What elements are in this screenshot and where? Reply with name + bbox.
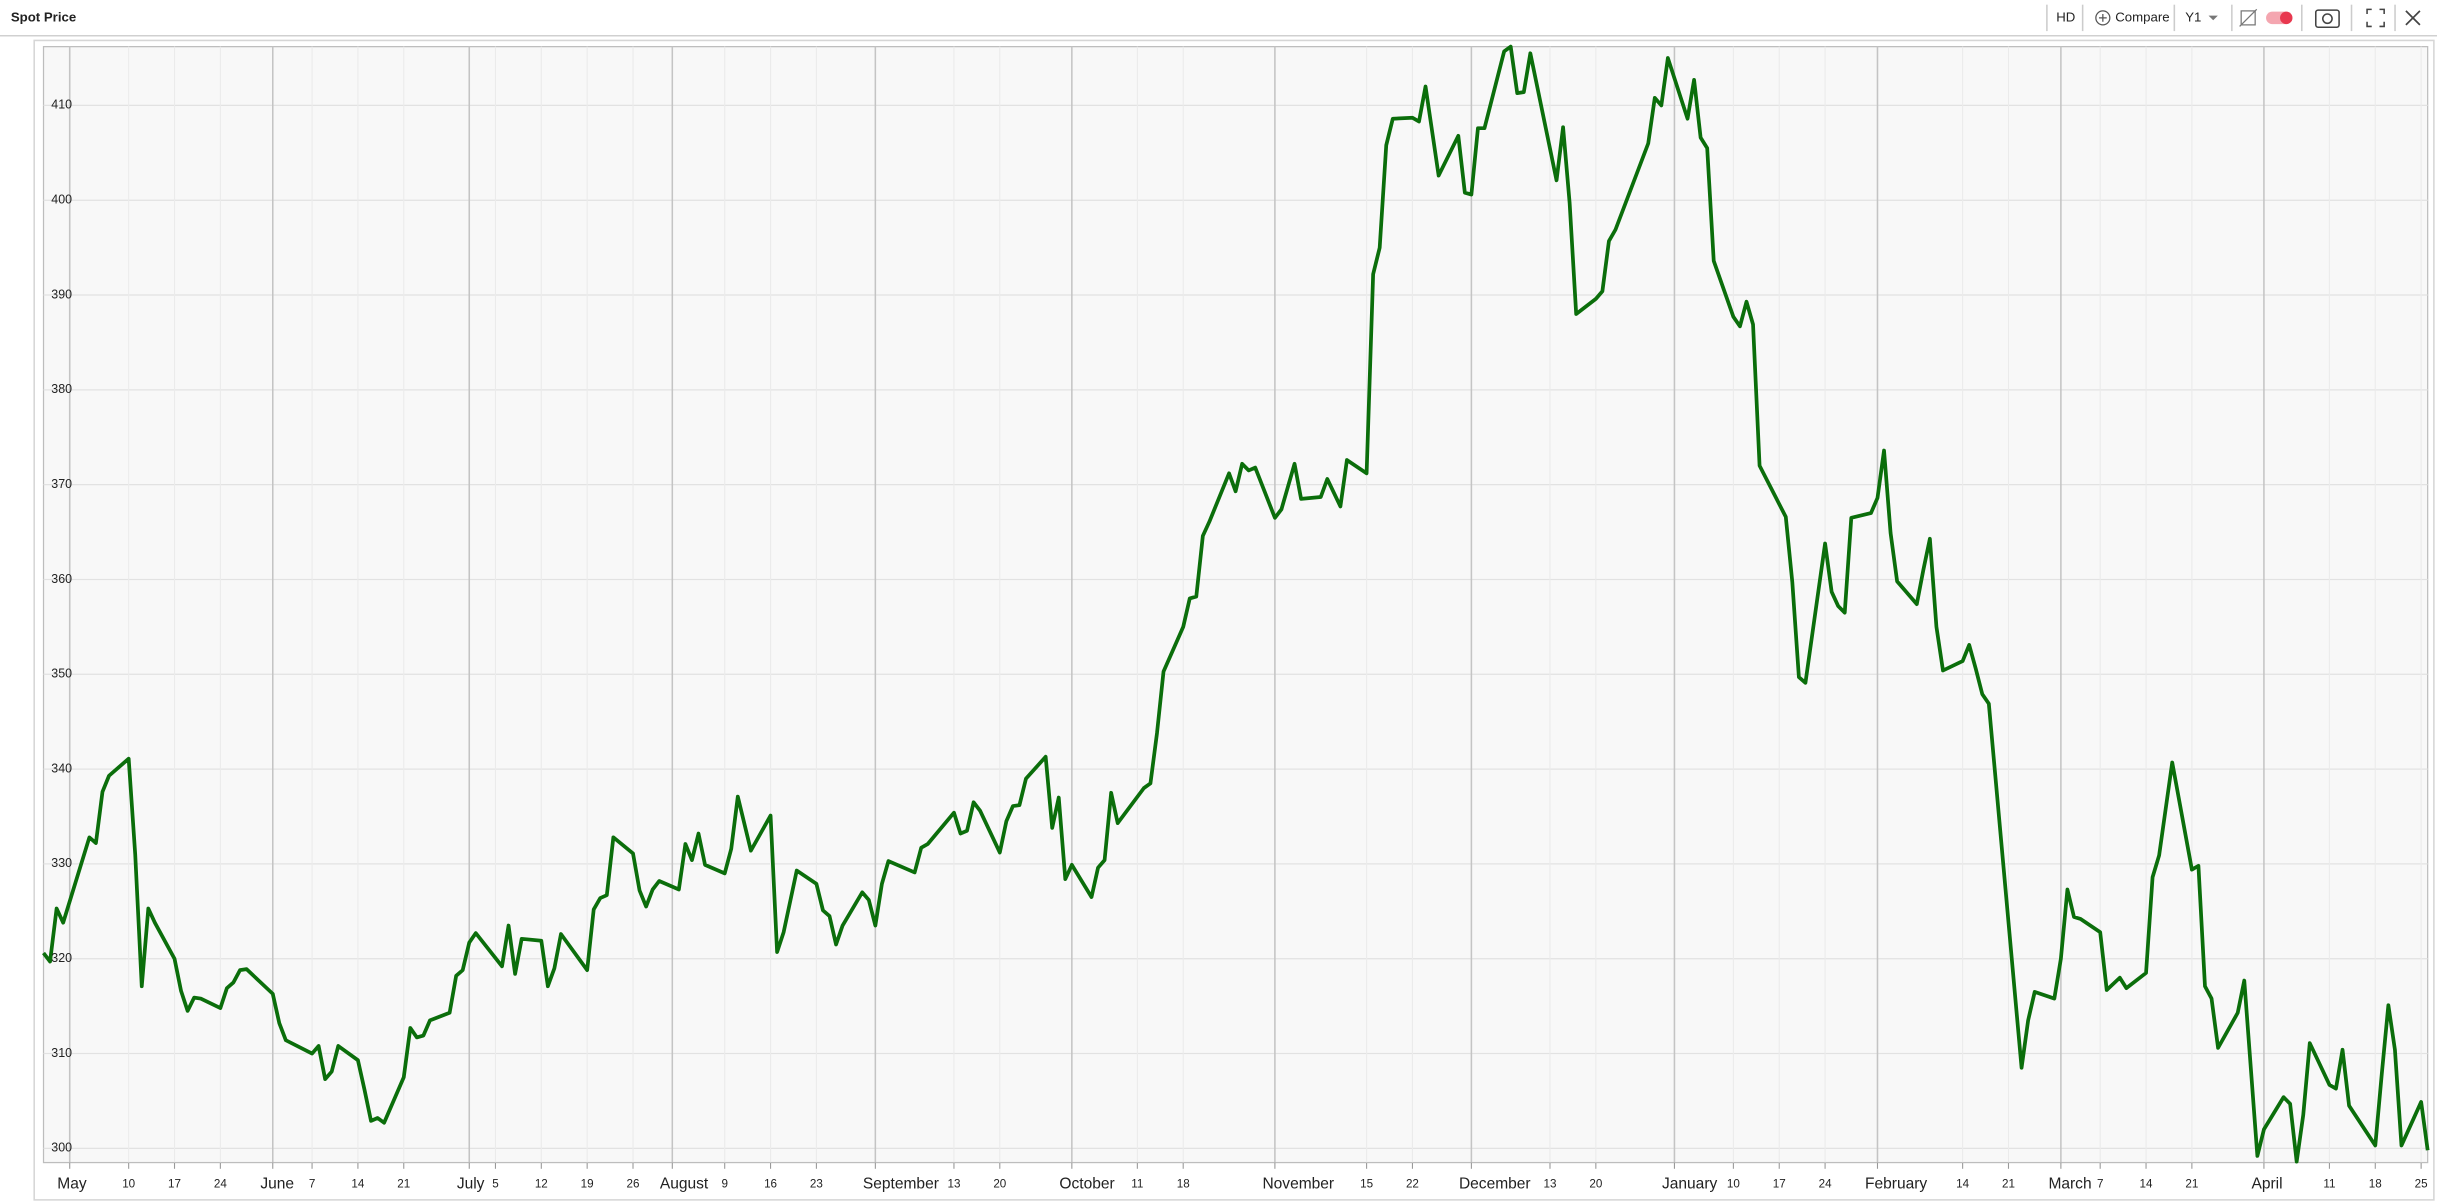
month-label: July	[457, 1175, 485, 1192]
month-label: January	[1662, 1175, 1717, 1192]
month-label: May	[57, 1175, 87, 1192]
crosshair-icon	[2240, 10, 2256, 26]
y-tick-label: 360	[51, 572, 72, 586]
x-tick-label: 7	[309, 1177, 315, 1190]
x-tick-label: 17	[168, 1177, 181, 1190]
close-button[interactable]	[2405, 10, 2421, 26]
x-tick-label: 11	[1131, 1177, 1143, 1190]
period-select[interactable]: Y1	[2185, 9, 2201, 24]
y-tick-label: 370	[51, 477, 72, 491]
x-tick-label: 26	[627, 1177, 640, 1190]
y-tick-label: 320	[51, 951, 72, 965]
x-tick-label: 14	[1956, 1177, 1969, 1190]
x-tick-label: 7	[2097, 1177, 2103, 1190]
x-tick-label: 12	[535, 1177, 548, 1190]
y-tick-label: 380	[51, 382, 72, 396]
x-tick-label: 16	[764, 1177, 777, 1190]
x-tick-label: 14	[351, 1177, 364, 1190]
y-tick-label: 310	[51, 1046, 72, 1060]
grid	[43, 46, 2428, 1169]
fullscreen-button[interactable]	[2366, 8, 2385, 28]
compare-icon	[2098, 14, 2107, 22]
y-tick-label: 300	[51, 1141, 72, 1155]
compare-button[interactable]: Compare	[2095, 9, 2170, 26]
toggle-knob	[2280, 11, 2293, 25]
x-tick-label: 24	[1819, 1177, 1832, 1190]
x-tick-label: 13	[947, 1177, 960, 1190]
x-tick-label: 11	[2323, 1177, 2335, 1190]
x-tick-label: 18	[1177, 1177, 1190, 1190]
x-tick-label: 23	[810, 1177, 823, 1190]
y-tick-label: 330	[51, 856, 72, 870]
axis-labels: 300 310 320 330 340 350 360 370 380 390 400 410 May 1…	[51, 98, 2427, 1193]
y-tick-label: 390	[51, 287, 72, 301]
x-tick-label: 15	[1360, 1177, 1373, 1190]
month-label: March	[2048, 1175, 2091, 1192]
x-tick-label: 24	[214, 1177, 227, 1190]
x-tick-label: 25	[2415, 1177, 2428, 1190]
y-tick-label: 400	[51, 193, 72, 207]
y-tick-label: 410	[51, 98, 72, 112]
plot-area	[42, 46, 2429, 1164]
crosshair-toggle[interactable]	[2239, 8, 2293, 27]
compare-icon	[2095, 10, 2111, 26]
series	[42, 44, 2430, 1164]
x-tick-label: 10	[122, 1177, 135, 1190]
x-tick-label: 14	[2140, 1177, 2153, 1190]
price-line	[42, 44, 2430, 1164]
compare-label[interactable]: Compare	[2115, 9, 2169, 24]
x-tick-label: 21	[397, 1177, 410, 1190]
x-tick-label: 22	[1406, 1177, 1419, 1190]
hd-button[interactable]: HD	[2056, 9, 2075, 24]
screenshot-button[interactable]	[2314, 9, 2340, 28]
camera-icon	[2321, 13, 2333, 25]
x-tick-label: 18	[2369, 1177, 2382, 1190]
x-tick-label: 10	[1727, 1177, 1740, 1190]
x-tick-label: 20	[1589, 1177, 1602, 1190]
x-tick-label: 5	[492, 1177, 498, 1190]
x-tick-label: 21	[2185, 1177, 2198, 1190]
y-tick-label: 340	[51, 761, 72, 775]
month-label: April	[2251, 1175, 2282, 1192]
month-label: September	[863, 1175, 939, 1192]
month-label: June	[260, 1175, 294, 1192]
x-tick-label: 9	[721, 1177, 727, 1190]
camera-icon	[2314, 9, 2340, 28]
month-label: November	[1262, 1175, 1334, 1192]
x-tick-label: 20	[993, 1177, 1006, 1190]
crosshair-icon	[2239, 8, 2258, 27]
month-label: December	[1459, 1175, 1531, 1192]
month-label: October	[1059, 1175, 1114, 1192]
y-tick-label: 350	[51, 667, 72, 681]
x-tick-label: 21	[2002, 1177, 2015, 1190]
x-tick-label: 19	[581, 1177, 594, 1190]
period-dropdown[interactable]	[2208, 15, 2218, 21]
month-label: February	[1865, 1175, 1927, 1192]
month-label: August	[660, 1175, 709, 1192]
x-tick-label: 17	[1773, 1177, 1786, 1190]
chart-title: Spot Price	[11, 9, 76, 24]
x-tick-label: 13	[1544, 1177, 1557, 1190]
